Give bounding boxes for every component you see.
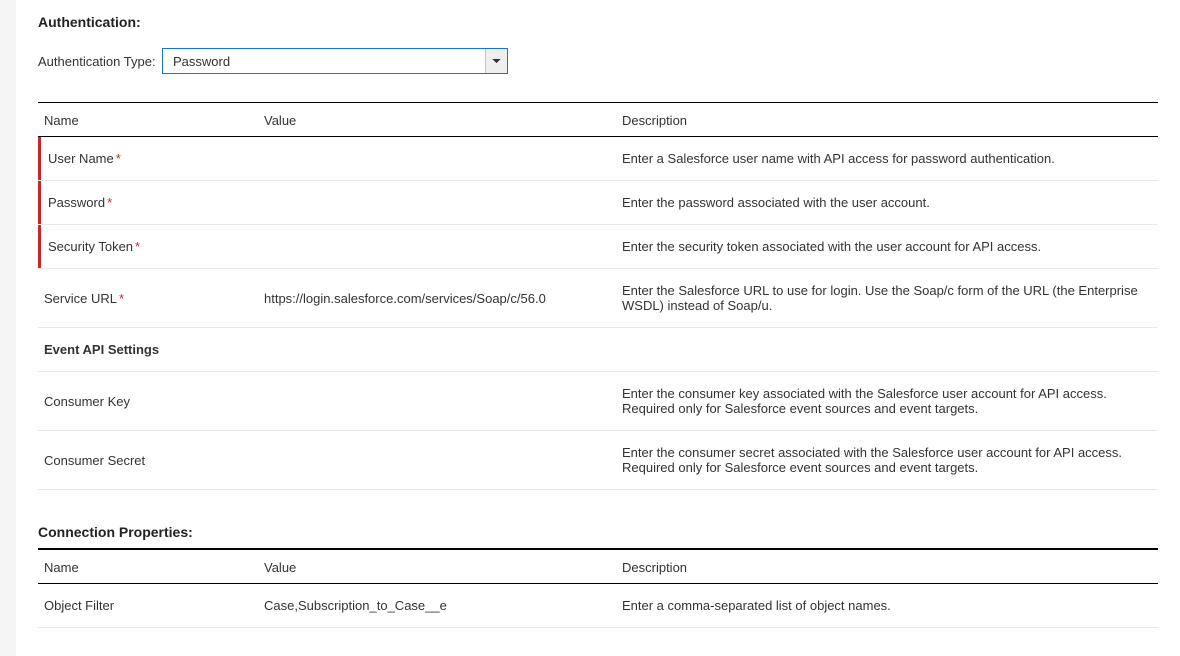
- prop-desc: Enter a comma-separated list of object n…: [616, 584, 1158, 628]
- prop-name: Service URL: [44, 291, 117, 306]
- prop-value[interactable]: [258, 225, 616, 269]
- prop-name: Consumer Secret: [38, 431, 258, 490]
- event-api-header-row: Event API Settings: [38, 328, 1158, 372]
- table-row[interactable]: Security Token* Enter the security token…: [38, 225, 1158, 269]
- chevron-down-icon: [485, 49, 507, 73]
- prop-value[interactable]: https://login.salesforce.com/services/So…: [258, 269, 616, 328]
- col-name-header: Name: [38, 549, 258, 584]
- auth-type-row: Authentication Type: Password: [38, 48, 1158, 74]
- required-icon: *: [119, 291, 124, 306]
- prop-desc: Enter a Salesforce user name with API ac…: [616, 137, 1158, 181]
- prop-desc: Enter the security token associated with…: [616, 225, 1158, 269]
- auth-section-title: Authentication:: [38, 14, 1158, 30]
- prop-name: Password: [48, 195, 105, 210]
- col-desc-header: Description: [616, 103, 1158, 137]
- auth-type-select[interactable]: Password: [162, 48, 508, 74]
- prop-desc: Enter the Salesforce URL to use for logi…: [616, 269, 1158, 328]
- required-icon: *: [135, 239, 140, 254]
- col-value-header: Value: [258, 103, 616, 137]
- conn-section-title: Connection Properties:: [38, 524, 1158, 540]
- prop-desc: Enter the consumer secret associated wit…: [616, 431, 1158, 490]
- table-row[interactable]: Password* Enter the password associated …: [38, 181, 1158, 225]
- prop-desc: Enter the password associated with the u…: [616, 181, 1158, 225]
- col-desc-header: Description: [616, 549, 1158, 584]
- table-row[interactable]: Service URL* https://login.salesforce.co…: [38, 269, 1158, 328]
- col-value-header: Value: [258, 549, 616, 584]
- auth-type-value: Password: [173, 54, 230, 69]
- conn-properties-table: Name Value Description Object Filter Cas…: [38, 548, 1158, 628]
- prop-name: Object Filter: [38, 584, 258, 628]
- table-row[interactable]: Consumer Secret Enter the consumer secre…: [38, 431, 1158, 490]
- table-row[interactable]: Object Filter Case,Subscription_to_Case_…: [38, 584, 1158, 628]
- prop-name: Consumer Key: [38, 372, 258, 431]
- prop-name: User Name: [48, 151, 114, 166]
- prop-value[interactable]: [258, 137, 616, 181]
- prop-value[interactable]: [258, 372, 616, 431]
- auth-properties-table: Name Value Description User Name* Enter …: [38, 102, 1158, 490]
- config-panel: Authentication: Authentication Type: Pas…: [16, 0, 1180, 656]
- prop-desc: Enter the consumer key associated with t…: [616, 372, 1158, 431]
- prop-value[interactable]: [258, 431, 616, 490]
- table-row[interactable]: User Name* Enter a Salesforce user name …: [38, 137, 1158, 181]
- prop-name: Security Token: [48, 239, 133, 254]
- required-icon: *: [107, 195, 112, 210]
- prop-value[interactable]: [258, 181, 616, 225]
- col-name-header: Name: [38, 103, 258, 137]
- event-api-header: Event API Settings: [38, 328, 1158, 372]
- required-icon: *: [116, 151, 121, 166]
- auth-type-label: Authentication Type:: [38, 54, 162, 69]
- table-row[interactable]: Consumer Key Enter the consumer key asso…: [38, 372, 1158, 431]
- prop-value[interactable]: Case,Subscription_to_Case__e: [258, 584, 616, 628]
